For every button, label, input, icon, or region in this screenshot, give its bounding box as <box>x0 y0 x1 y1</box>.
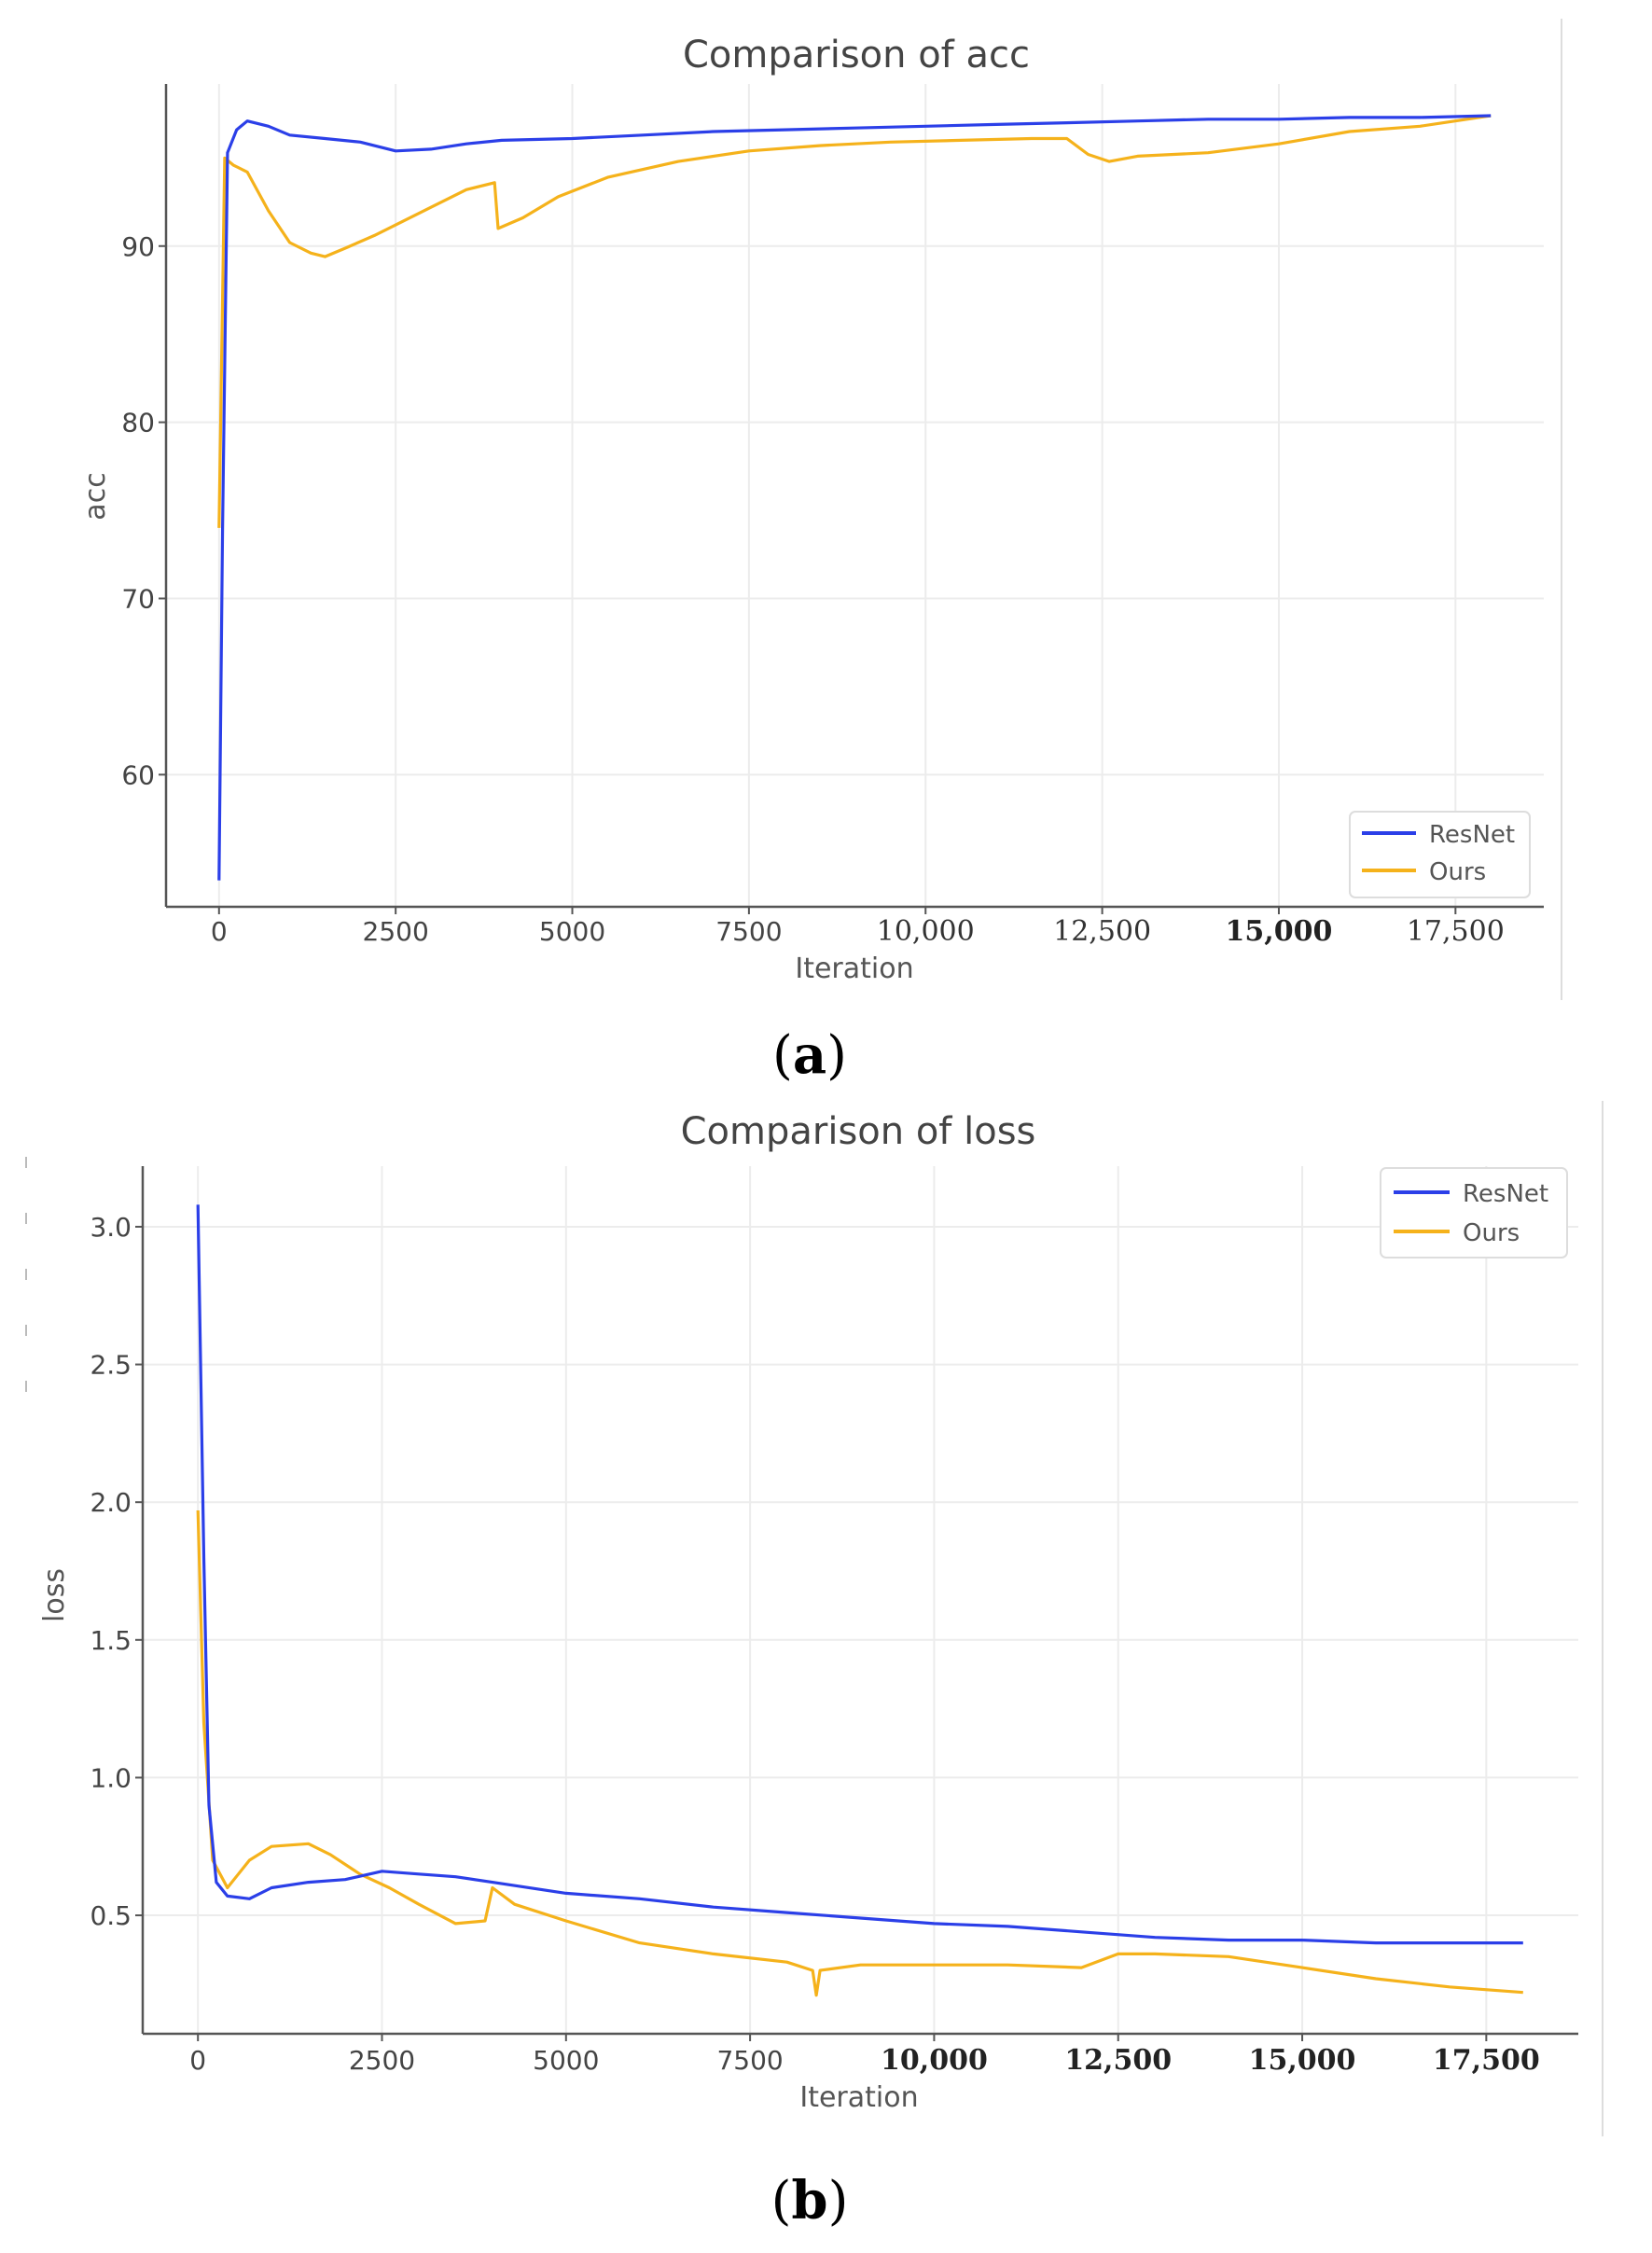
acc-y-tick-label: 80 <box>121 408 155 438</box>
loss-y-tick-label: 0.5 <box>90 1900 132 1931</box>
acc-x-tick-label: 10,000 <box>877 915 975 948</box>
acc-x-tick-label: 7500 <box>715 916 782 947</box>
loss-y-axis-label: loss <box>38 1568 71 1622</box>
acc-series <box>217 114 1492 881</box>
loss-x-axis-label: Iteration <box>799 2081 918 2114</box>
loss-series-line-resnet <box>196 1204 1523 1945</box>
loss-x-tick-label: 12,500 <box>1064 2044 1172 2077</box>
loss-y-ticks: 0.5 1.0 1.5 2.0 2.5 3.0 <box>90 1212 143 1931</box>
loss-x-tick-label: 15,000 <box>1249 2044 1356 2077</box>
acc-series-line-resnet <box>217 114 1492 881</box>
acc-gridlines <box>166 84 1544 907</box>
loss-series-line-ours <box>196 1509 1523 1997</box>
acc-chart: Comparison of acc 0 2500 5000 7500 10,000 12,… <box>79 19 1562 1000</box>
loss-legend: ResNet Ours <box>1380 1167 1568 1259</box>
loss-y-tick-label: 3.0 <box>90 1212 132 1243</box>
loss-gridlines <box>143 1166 1578 2034</box>
acc-x-tick-label: 17,500 <box>1407 915 1505 948</box>
loss-x-ticks: 0 2500 5000 7500 10,000 12,500 15,000 17,500 <box>189 2034 1540 2077</box>
acc-y-tick-label: 70 <box>121 583 155 614</box>
loss-x-tick-label: 7500 <box>716 2045 783 2076</box>
loss-y-tick-label: 2.5 <box>90 1350 132 1381</box>
acc-x-tick-label: 0 <box>211 916 228 947</box>
loss-x-tick-label: 10,000 <box>881 2044 988 2077</box>
acc-y-ticks: 60 70 80 90 <box>121 231 166 790</box>
loss-series <box>196 1204 1523 1997</box>
acc-legend-label-resnet: ResNet <box>1429 821 1515 849</box>
acc-y-tick-label: 60 <box>121 759 155 790</box>
loss-y-tick-label: 1.0 <box>90 1762 132 1793</box>
loss-x-tick-label: 17,500 <box>1433 2044 1540 2077</box>
acc-x-axis-label: Iteration <box>795 953 913 985</box>
loss-chart: Comparison of loss 0 2500 5000 7500 10,000 12… <box>25 1101 1603 2136</box>
loss-legend-label-ours: Ours <box>1463 1219 1520 1247</box>
acc-y-tick-label: 90 <box>121 231 155 262</box>
acc-series-line-ours <box>217 114 1492 528</box>
acc-legend: ResNet Ours <box>1349 811 1531 898</box>
caption-b: (b) <box>771 2170 849 2232</box>
acc-x-ticks: 0 2500 5000 7500 10,000 12,500 15,000 17,500 <box>211 907 1505 948</box>
loss-legend-label-resnet: ResNet <box>1463 1180 1548 1208</box>
loss-chart-title: Comparison of loss <box>681 1110 1036 1153</box>
acc-chart-title: Comparison of acc <box>683 34 1030 76</box>
acc-x-tick-label: 15,000 <box>1226 915 1333 948</box>
acc-legend-label-ours: Ours <box>1429 858 1486 886</box>
caption-a: (a) <box>772 1024 847 1086</box>
acc-x-tick-label: 2500 <box>363 916 429 947</box>
acc-y-axis-label: acc <box>79 472 112 520</box>
loss-x-tick-label: 0 <box>189 2045 206 2076</box>
acc-x-tick-label: 5000 <box>539 916 605 947</box>
loss-y-tick-label: 1.5 <box>90 1625 132 1656</box>
loss-x-tick-label: 2500 <box>349 2045 415 2076</box>
loss-y-tick-label: 2.0 <box>90 1487 132 1518</box>
acc-x-tick-label: 12,500 <box>1053 915 1151 948</box>
loss-x-tick-label: 5000 <box>533 2045 599 2076</box>
